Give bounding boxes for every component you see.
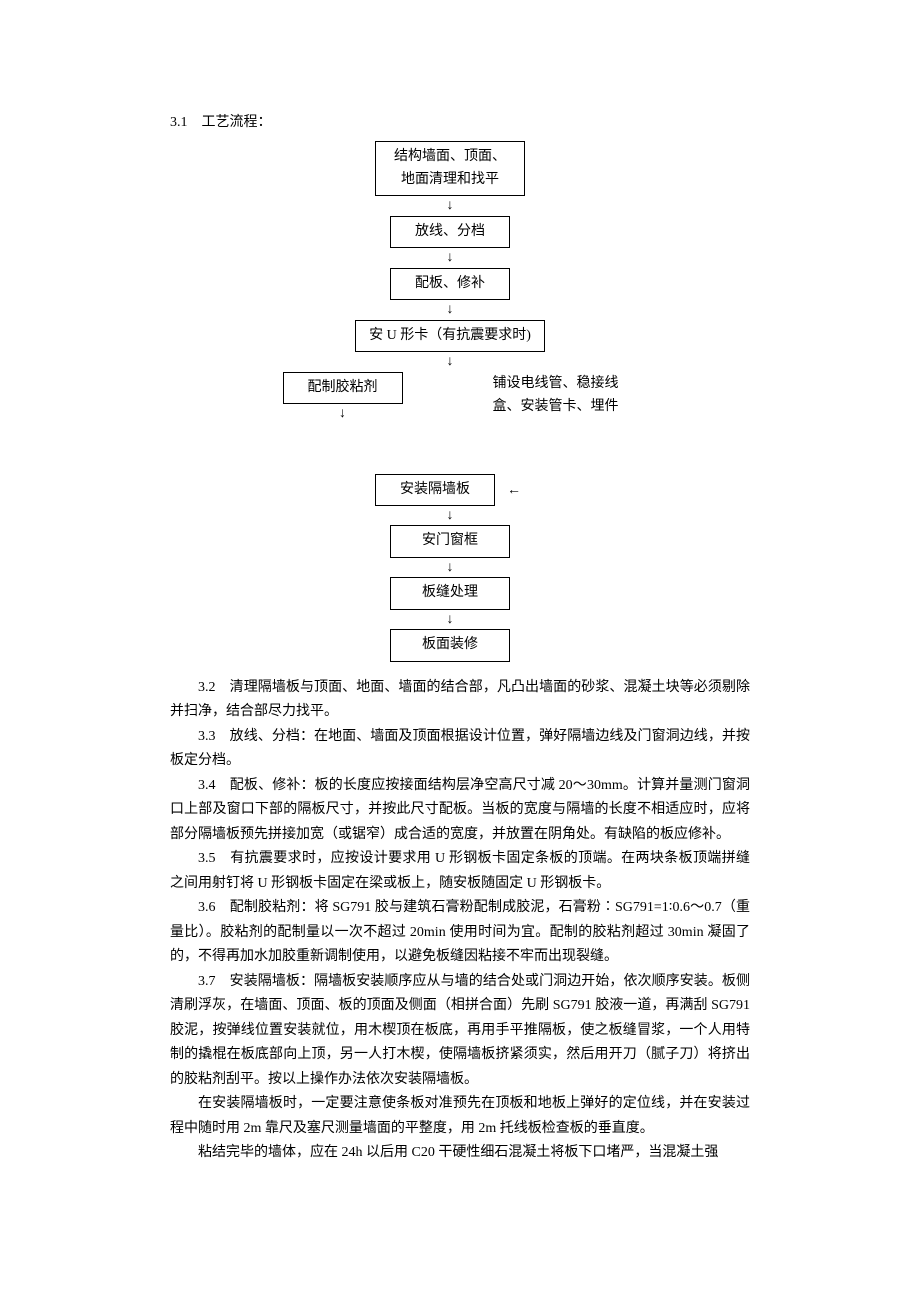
para-3-6: 3.6 配制胶粘剂：将 SG791 胶与建筑石膏粉配制成胶泥，石膏粉∶SG791… [170, 896, 750, 970]
para-3-7: 3.7 安装隔墙板：隔墙板安装顺序应从与墙的结合处或门洞边开始，依次顺序安装。板… [170, 970, 750, 1093]
flow-node-1: 结构墙面、顶面、 地面清理和找平 [375, 141, 525, 196]
arrow-left-icon: ← [495, 474, 525, 503]
para-3-5: 3.5 有抗震要求时，应按设计要求用 U 形钢板卡固定条板的顶端。在两块条板顶端… [170, 847, 750, 896]
arrow-down-icon: ↓ [447, 196, 454, 216]
flow-node-5: 配制胶粘剂 [283, 372, 403, 404]
arrow-down-icon: ↓ [447, 610, 454, 630]
body-text: 3.2 清理隔墙板与顶面、地面、墙面的结合部，凡凸出墙面的砂浆、混凝土块等必须剔… [170, 676, 750, 1166]
flow-node-4: 安 U 形卡（有抗震要求时) [355, 320, 545, 352]
flow-node-1-line1: 结构墙面、顶面、 [386, 146, 514, 168]
para-3-2: 3.2 清理隔墙板与顶面、地面、墙面的结合部，凡凸出墙面的砂浆、混凝土块等必须剔… [170, 676, 750, 725]
heading-3-1: 3.1 工艺流程： [170, 110, 750, 135]
arrow-down-icon: ↓ [447, 558, 454, 578]
arrow-down-icon: ↓ [447, 506, 454, 526]
flowchart: 结构墙面、顶面、 地面清理和找平 ↓ 放线、分档 ↓ 配板、修补 ↓ 安 U 形… [250, 141, 650, 662]
flow-node-9: 板面装修 [390, 629, 510, 661]
arrow-down-icon: ↓ [339, 404, 346, 424]
para-3-7a: 在安装隔墙板时，一定要注意使条板对准预先在顶板和地板上弹好的定位线，并在安装过程… [170, 1092, 750, 1141]
arrow-down-icon: ↓ [447, 248, 454, 268]
flow-node-2: 放线、分档 [390, 216, 510, 248]
side-note-line2: 盒、安装管卡、埋件 [493, 395, 653, 419]
side-note-line1: 铺设电线管、稳接线 [493, 372, 653, 396]
flow-node-6: 安装隔墙板 [375, 474, 495, 506]
side-note: 铺设电线管、稳接线 盒、安装管卡、埋件 [493, 372, 653, 420]
flow-node-1-line2: 地面清理和找平 [386, 169, 514, 191]
para-3-7b: 粘结完毕的墙体，应在 24h 以后用 C20 干硬性细石混凝土将板下口堵严，当混… [170, 1141, 750, 1166]
flow-node-8: 板缝处理 [390, 577, 510, 609]
flow-node-7: 安门窗框 [390, 525, 510, 557]
arrow-down-icon: ↓ [447, 300, 454, 320]
arrow-down-icon: ↓ [447, 352, 454, 372]
para-3-4: 3.4 配板、修补：板的长度应按接面结构层净空高尺寸减 20～30mm。计算并量… [170, 774, 750, 848]
para-3-3: 3.3 放线、分档：在地面、墙面及顶面根据设计位置，弹好隔墙边线及门窗洞边线，并… [170, 725, 750, 774]
flow-node-3: 配板、修补 [390, 268, 510, 300]
